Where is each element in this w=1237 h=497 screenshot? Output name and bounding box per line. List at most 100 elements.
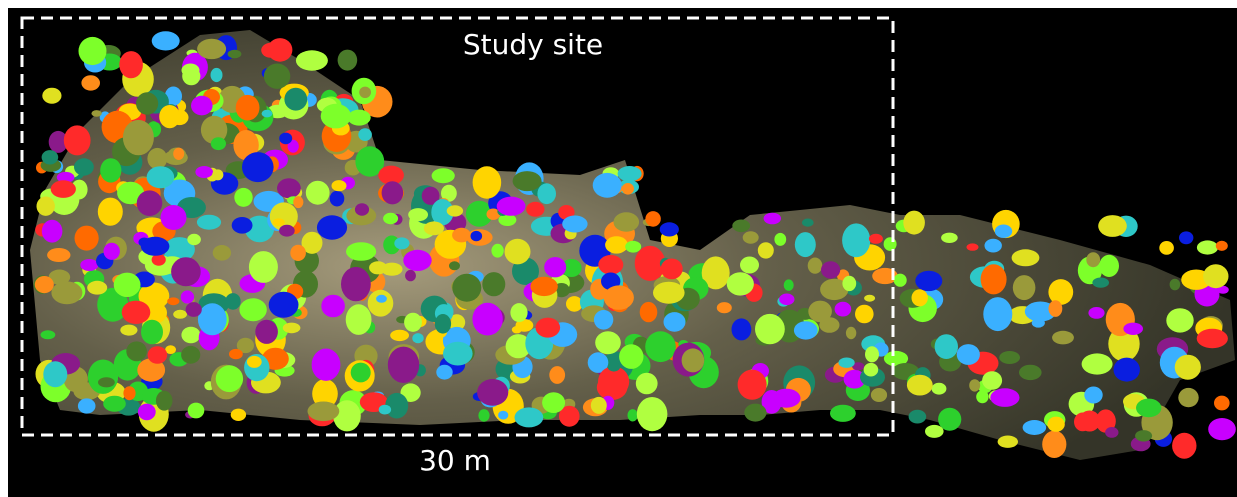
rock [330, 191, 345, 207]
rock [594, 310, 613, 330]
rock [321, 295, 345, 318]
rock [242, 152, 274, 182]
rock [682, 348, 705, 372]
rock [181, 290, 194, 303]
rock [865, 346, 879, 362]
rock [536, 318, 561, 338]
rock [758, 242, 774, 258]
rock [412, 333, 423, 343]
rock [732, 220, 750, 233]
rock [98, 198, 123, 226]
rock [1074, 413, 1091, 432]
page: Study site 30 m (() => { const data = JS… [0, 0, 1237, 497]
rock [740, 257, 759, 274]
rock [598, 255, 623, 275]
rock [359, 87, 371, 98]
rock [830, 405, 856, 422]
rock [473, 166, 502, 199]
rock [348, 110, 371, 126]
rock [312, 349, 341, 381]
rock [358, 128, 372, 141]
rock [839, 358, 855, 368]
rock [91, 110, 101, 117]
rock [1208, 418, 1236, 440]
rock [452, 274, 481, 302]
rock [75, 226, 99, 251]
rock [78, 398, 96, 413]
rock [549, 366, 565, 384]
rock [925, 425, 944, 438]
rock [42, 150, 59, 164]
rock [261, 43, 280, 58]
rock [424, 222, 444, 236]
rock [1023, 420, 1047, 435]
rock [894, 274, 907, 287]
rock [1086, 252, 1100, 267]
rock [530, 277, 557, 296]
rock [195, 166, 213, 178]
rock [998, 436, 1018, 448]
rock [232, 217, 253, 234]
rock [403, 250, 431, 271]
rock [864, 295, 875, 302]
rock [47, 248, 70, 262]
rock [51, 180, 76, 198]
rock [1047, 417, 1064, 432]
rock [614, 212, 640, 232]
rock [907, 375, 933, 396]
rock [408, 208, 428, 221]
rock [88, 360, 118, 394]
rock [211, 137, 226, 150]
rock [1013, 275, 1036, 300]
rock [515, 407, 544, 427]
rock [743, 231, 759, 243]
rock [1098, 215, 1127, 237]
rock [664, 312, 686, 332]
rock [141, 320, 163, 345]
rock [1178, 388, 1198, 407]
rock [79, 37, 107, 65]
rock [842, 276, 856, 291]
rock [138, 404, 156, 421]
rock [482, 272, 505, 296]
rock [167, 297, 179, 305]
rock [1048, 279, 1073, 305]
rock [351, 363, 371, 383]
rock [618, 166, 642, 181]
rock [1172, 433, 1196, 459]
rock [213, 245, 231, 261]
rock [628, 409, 638, 421]
rock [197, 39, 226, 59]
rock [608, 362, 620, 372]
rock [795, 232, 816, 257]
rock [969, 379, 980, 391]
rock [1092, 278, 1109, 288]
rock [443, 342, 473, 366]
rock [239, 298, 266, 321]
rock [306, 181, 330, 205]
rock [181, 327, 200, 344]
rock [381, 263, 402, 276]
rock [156, 391, 173, 411]
rock [1170, 279, 1181, 291]
figure: Study site 30 m [0, 0, 1237, 497]
rock [1123, 323, 1143, 335]
rock [855, 305, 874, 324]
rock [957, 344, 980, 365]
rock [123, 120, 154, 155]
rock [597, 375, 628, 400]
rock [981, 264, 1007, 294]
rock [284, 88, 307, 111]
rock [1049, 300, 1063, 317]
rock [510, 303, 527, 322]
rock [449, 261, 460, 270]
rock [187, 234, 201, 245]
rock [80, 259, 98, 271]
rock [290, 245, 306, 261]
rock [435, 314, 451, 334]
rock [808, 301, 832, 323]
rock [915, 271, 942, 291]
rock [1214, 396, 1230, 411]
rock [999, 351, 1020, 364]
rock [1166, 308, 1193, 332]
